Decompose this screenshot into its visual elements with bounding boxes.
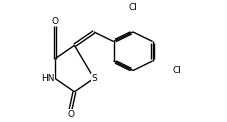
- Text: O: O: [67, 110, 74, 119]
- Text: Cl: Cl: [128, 3, 138, 12]
- Text: S: S: [91, 74, 97, 83]
- Text: Cl: Cl: [172, 66, 181, 75]
- Text: O: O: [51, 17, 58, 26]
- Text: HN: HN: [41, 74, 55, 83]
